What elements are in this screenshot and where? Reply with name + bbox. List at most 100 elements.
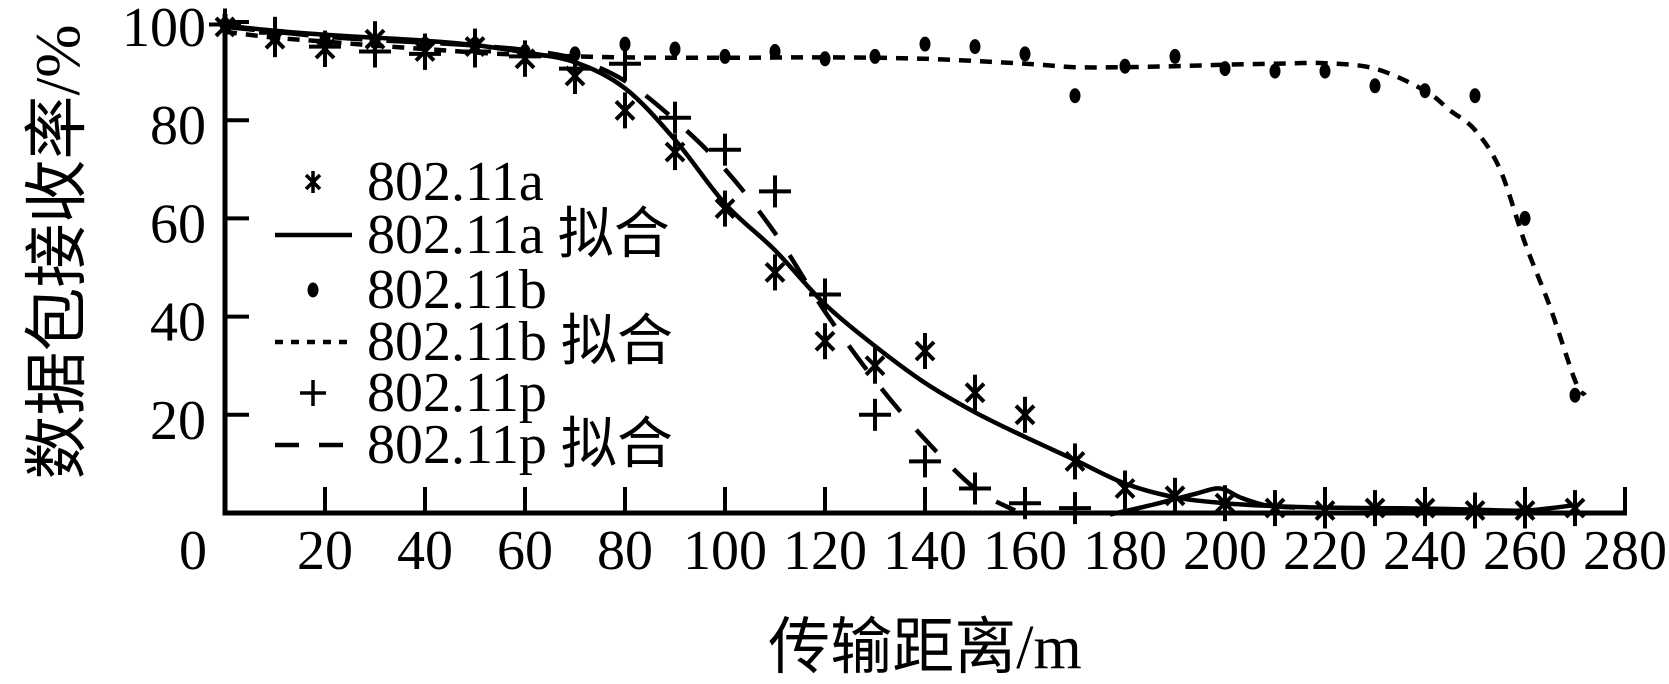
y-axis-title: 数据包接收率/% xyxy=(22,24,93,480)
legend-item-802.11b: 802.11b xyxy=(307,259,547,321)
x-tick-label: 140 xyxy=(883,520,967,582)
legend-item-802.11p-: 802.11p 拟合 xyxy=(275,414,673,476)
dot-marker xyxy=(669,41,681,57)
dot-marker xyxy=(819,51,831,67)
dot-marker xyxy=(1469,88,1481,104)
star-marker xyxy=(1414,490,1436,527)
plus-marker xyxy=(959,472,991,505)
y-tick-label: 60 xyxy=(150,193,206,255)
star-marker xyxy=(1364,490,1386,527)
star-marker xyxy=(1114,470,1136,507)
plus-icon xyxy=(300,380,326,406)
fit-line xyxy=(224,24,1017,513)
star-marker xyxy=(764,254,786,291)
plus-marker xyxy=(459,35,491,68)
legend-label: 802.11b xyxy=(367,259,547,321)
legend-label: 802.11b 拟合 xyxy=(367,311,673,373)
plus-marker xyxy=(259,16,291,49)
dot-marker xyxy=(1269,63,1281,79)
y-tick-label: 80 xyxy=(150,95,206,157)
x-tick-label: 180 xyxy=(1083,520,1167,582)
dot-marker xyxy=(1369,78,1381,94)
dot-marker xyxy=(1119,58,1131,74)
x-tick-label: 160 xyxy=(983,520,1067,582)
dot-marker xyxy=(1519,210,1531,226)
series-802.11p- xyxy=(224,24,1017,513)
star-marker xyxy=(1264,490,1286,527)
fit-line xyxy=(1109,486,1296,517)
x-tick-label: 200 xyxy=(1183,520,1267,582)
legend-label: 802.11a xyxy=(367,151,544,213)
x-tick-label: 220 xyxy=(1283,520,1367,582)
x-tick-label: 0 xyxy=(179,520,207,582)
series-802.11p xyxy=(209,8,1091,525)
plus-marker xyxy=(909,445,941,478)
dot-marker xyxy=(919,36,931,52)
dot-marker xyxy=(619,36,631,52)
dot-marker xyxy=(1019,46,1031,62)
fit-line xyxy=(224,29,1587,397)
star-marker xyxy=(1014,396,1036,433)
star-marker xyxy=(1314,492,1336,529)
star-marker xyxy=(614,92,636,129)
star-marker xyxy=(664,134,686,171)
x-tick-label: 40 xyxy=(397,520,453,582)
plus-marker xyxy=(509,40,541,73)
star-marker xyxy=(914,333,936,369)
plus-marker xyxy=(359,35,391,68)
dot-marker xyxy=(1319,63,1331,79)
plus-marker xyxy=(1009,487,1041,520)
dot-marker xyxy=(1069,88,1081,104)
star-marker xyxy=(1514,492,1536,529)
legend-item-802.11p: 802.11p xyxy=(300,362,547,424)
dot-marker xyxy=(719,48,731,64)
plus-marker xyxy=(859,398,891,431)
legend-item-802.11b-: 802.11b 拟合 xyxy=(275,311,673,373)
plus-marker xyxy=(709,133,741,166)
legend-label: 802.11a 拟合 xyxy=(367,204,670,266)
x-tick-label: 20 xyxy=(297,520,353,582)
plus-marker xyxy=(409,37,441,70)
plus-marker xyxy=(759,175,791,208)
legend-item-802.11a-: 802.11a 拟合 xyxy=(275,204,670,266)
plus-marker xyxy=(209,8,241,41)
x-tick-label: 120 xyxy=(783,520,867,582)
legend-label: 802.11p xyxy=(367,362,547,424)
x-tick-label: 80 xyxy=(597,520,653,582)
y-tick-label: 40 xyxy=(150,292,206,354)
x-tick-label: 280 xyxy=(1583,520,1667,582)
star-marker xyxy=(1564,490,1586,527)
star-marker xyxy=(1464,492,1486,529)
y-tick-label: 100 xyxy=(122,0,206,59)
plus-marker xyxy=(609,47,641,80)
star-marker xyxy=(1164,477,1186,514)
star-marker xyxy=(1064,443,1086,480)
series-802.11b- xyxy=(224,29,1587,397)
dot-marker xyxy=(1419,83,1431,99)
star-marker xyxy=(864,347,886,384)
dot-marker xyxy=(769,44,781,59)
axis: 0 20 40 60 80 100 120 140 160 180 200 220 240 260 280 2… xyxy=(122,0,1667,582)
legend-item-802.11a: 802.11a xyxy=(304,151,544,213)
dot-marker xyxy=(969,39,981,55)
x-tick-label: 260 xyxy=(1483,520,1567,582)
plus-marker xyxy=(1059,492,1091,525)
dot-marker xyxy=(869,48,881,64)
star-icon xyxy=(304,171,322,193)
plus-marker xyxy=(559,52,591,85)
dot-marker xyxy=(1219,61,1231,77)
series-802.11b xyxy=(219,17,1581,403)
star-marker xyxy=(814,323,836,360)
star-marker xyxy=(964,374,986,411)
plus-marker xyxy=(309,30,341,63)
dot-icon xyxy=(307,282,319,298)
dot-marker xyxy=(1569,387,1581,403)
plus-marker xyxy=(809,278,841,311)
x-axis-title: 传输距离/m xyxy=(768,614,1082,682)
y-tick-label: 20 xyxy=(150,390,206,452)
star-marker xyxy=(714,190,736,227)
star-marker xyxy=(1214,485,1236,522)
legend-label: 802.11p 拟合 xyxy=(367,414,673,476)
